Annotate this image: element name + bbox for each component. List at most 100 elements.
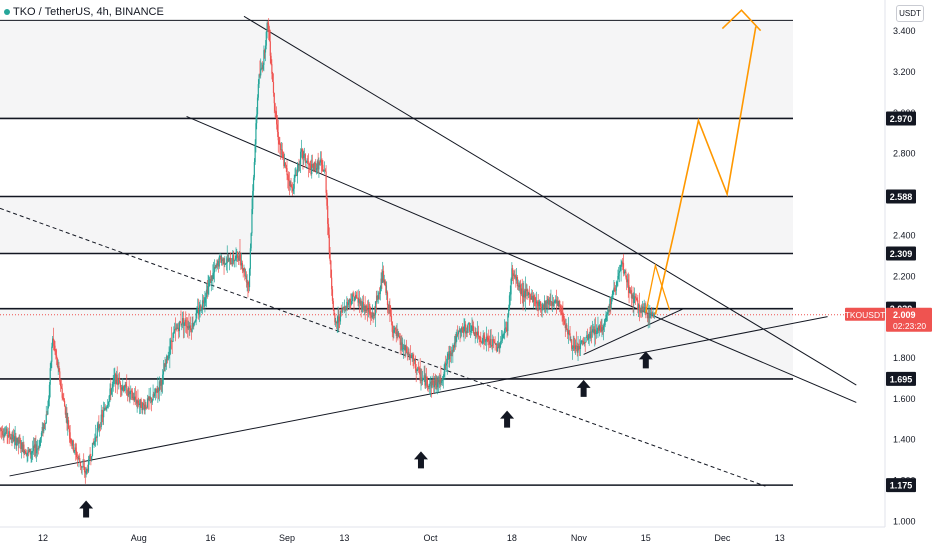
candle-body bbox=[166, 356, 168, 364]
candle-body bbox=[44, 423, 47, 425]
candle-body bbox=[213, 272, 215, 274]
candle-body bbox=[234, 258, 236, 261]
candle-body bbox=[287, 175, 289, 179]
candle-body bbox=[159, 381, 161, 386]
candle-body bbox=[167, 355, 169, 361]
candle-body bbox=[591, 329, 593, 333]
candle-body bbox=[555, 299, 558, 304]
candle-body bbox=[107, 401, 110, 405]
candle-body bbox=[610, 297, 613, 305]
candle-body bbox=[242, 270, 244, 271]
candle-body bbox=[286, 168, 288, 176]
candle-body bbox=[600, 330, 602, 332]
candle-body bbox=[61, 388, 63, 398]
candle-body bbox=[2, 434, 4, 436]
candle-body bbox=[233, 260, 236, 262]
candle-body bbox=[619, 270, 621, 272]
candle-body bbox=[413, 358, 415, 362]
candle-body bbox=[361, 308, 363, 310]
candle-body bbox=[512, 273, 515, 276]
candle-body bbox=[643, 308, 645, 312]
candle-body bbox=[593, 329, 595, 334]
candle-body bbox=[124, 384, 126, 391]
candle-body bbox=[531, 295, 534, 302]
candle-body bbox=[536, 301, 538, 306]
candle-body bbox=[285, 165, 287, 169]
candle-body bbox=[233, 254, 235, 261]
candle-body bbox=[602, 325, 605, 330]
candle-body bbox=[227, 258, 229, 262]
candle-body bbox=[319, 159, 322, 163]
candle-body bbox=[630, 290, 633, 299]
candle-body bbox=[410, 354, 412, 358]
candle-body bbox=[232, 254, 234, 264]
candle-body bbox=[362, 302, 364, 309]
candle-body bbox=[304, 154, 306, 163]
candle-body bbox=[96, 428, 98, 438]
candle-body bbox=[3, 434, 5, 437]
candle-body bbox=[136, 400, 138, 404]
candle-body bbox=[313, 163, 315, 170]
candle-body bbox=[548, 299, 550, 305]
candle-body bbox=[176, 327, 178, 329]
candle-body bbox=[402, 348, 405, 349]
candle-body bbox=[546, 301, 548, 304]
candle-body bbox=[56, 355, 58, 359]
candle-body bbox=[113, 377, 115, 380]
candle-body bbox=[147, 398, 149, 401]
candle-body bbox=[284, 162, 287, 166]
candle-body bbox=[122, 386, 125, 392]
candle-body bbox=[101, 414, 103, 416]
time-tick-label: 12 bbox=[38, 533, 48, 543]
ticker-badge bbox=[845, 307, 885, 321]
candle-body bbox=[71, 441, 73, 446]
candle-body bbox=[135, 399, 137, 404]
ticker-label: TKOUSDT bbox=[845, 310, 886, 320]
candle-body bbox=[425, 376, 427, 386]
candle-body bbox=[628, 285, 630, 293]
candle-body bbox=[191, 322, 193, 332]
candle-body bbox=[146, 398, 149, 408]
candle-body bbox=[218, 256, 220, 267]
candle-body bbox=[110, 388, 112, 395]
candle-body bbox=[95, 437, 97, 438]
candle-body bbox=[429, 381, 432, 384]
candle-body bbox=[108, 395, 110, 402]
candle-body bbox=[358, 299, 360, 303]
candle-body bbox=[326, 192, 328, 206]
candle-body bbox=[17, 437, 19, 444]
candle-body bbox=[19, 440, 21, 442]
trendline bbox=[186, 115, 857, 403]
candle-body bbox=[34, 444, 36, 448]
candle-body bbox=[172, 333, 174, 342]
candle-body bbox=[249, 248, 251, 269]
candle-body bbox=[180, 322, 182, 325]
candle-body bbox=[433, 382, 435, 388]
candle-body bbox=[538, 301, 540, 307]
candle-body bbox=[426, 379, 428, 387]
candle-body bbox=[115, 374, 117, 384]
candle-body bbox=[584, 342, 586, 343]
candle-body bbox=[337, 316, 339, 323]
candle-body bbox=[340, 310, 342, 312]
candle-body bbox=[476, 334, 478, 336]
candle-body bbox=[32, 450, 34, 453]
candle-body bbox=[535, 301, 538, 304]
currency-unit-button[interactable]: USDT bbox=[896, 5, 924, 22]
candle-body bbox=[436, 379, 438, 388]
candle-body bbox=[614, 290, 617, 292]
candle-body bbox=[461, 327, 464, 333]
candle-body bbox=[471, 325, 473, 331]
candle-body bbox=[178, 321, 180, 332]
candle-body bbox=[10, 437, 12, 440]
candle-body bbox=[497, 343, 499, 348]
candle-body bbox=[78, 458, 80, 459]
candle-body bbox=[277, 131, 279, 141]
candle-body bbox=[179, 321, 181, 323]
candle-body bbox=[189, 325, 192, 331]
candle-body bbox=[464, 324, 466, 327]
candle-body bbox=[442, 376, 444, 379]
candle-body bbox=[244, 275, 247, 277]
candle-body bbox=[197, 309, 199, 311]
